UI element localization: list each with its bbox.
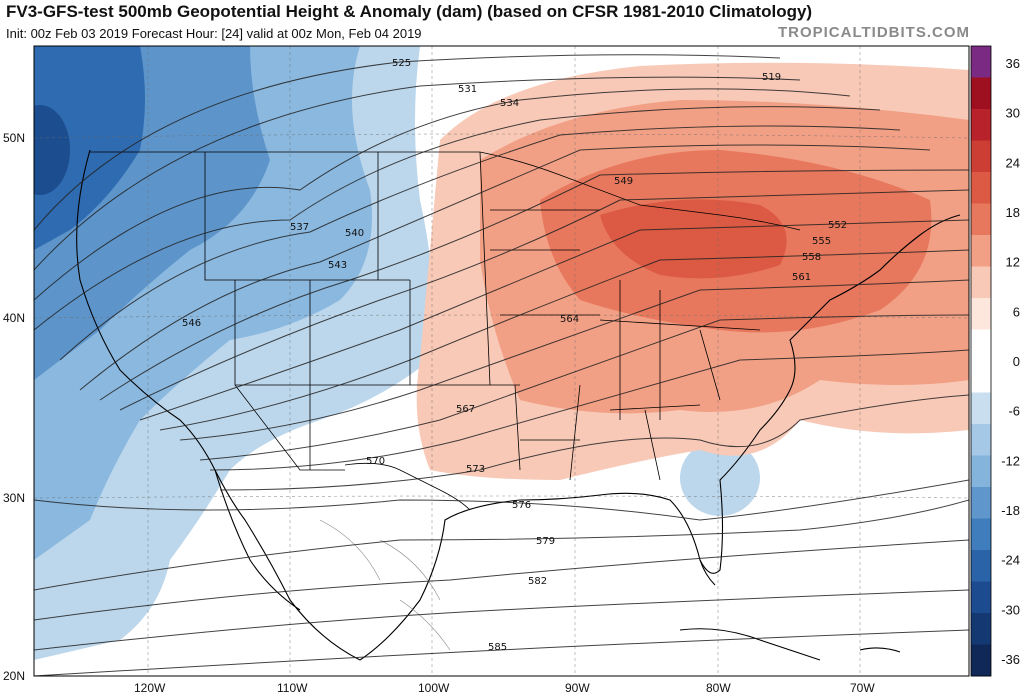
contour-label: 564: [560, 314, 579, 325]
colorbar-swatch: [971, 392, 991, 425]
colorbar-label: -30: [1001, 602, 1020, 617]
contour-label: 552: [828, 220, 847, 231]
colorbar-swatch: [971, 581, 991, 614]
contour-label: 546: [182, 318, 201, 329]
colorbar-frame: [970, 45, 992, 677]
colorbar-labels: 36 30 24 18 12 6 0 -6 -12 -18 -24 -30 -36: [1001, 56, 1020, 667]
height-contours: [34, 54, 969, 676]
longitude-labels: 120W 110W 100W 90W 80W 70W: [134, 681, 875, 695]
colorbar-swatch: [971, 455, 991, 488]
lon-label: 80W: [706, 681, 731, 695]
contour-label: 561: [792, 272, 811, 283]
colorbar-label: 36: [1006, 56, 1020, 71]
contour-label: 558: [802, 252, 821, 263]
colorbar-label: 12: [1006, 255, 1020, 270]
contour-label: 549: [614, 176, 633, 187]
colorbar-swatch: [971, 203, 991, 236]
colorbar-label: 24: [1006, 155, 1020, 170]
lon-label: 70W: [850, 681, 875, 695]
contour-label: 585: [488, 642, 507, 653]
colorbar-swatch: [971, 46, 991, 78]
colorbar-swatch: [971, 361, 991, 393]
colorbar-label: -18: [1001, 503, 1020, 518]
colorbar-swatch: [971, 298, 991, 330]
contour-label: 555: [812, 236, 831, 247]
lon-label: 100W: [418, 681, 450, 695]
colorbar-swatch: [971, 77, 991, 110]
map-subtitle: Init: 00z Feb 03 2019 Forecast Hour: [24…: [6, 26, 422, 41]
colorbar-label: -12: [1001, 453, 1020, 468]
lat-label: 40N: [3, 311, 25, 325]
state-borders: [90, 151, 801, 511]
colorbar-swatch: [971, 109, 991, 141]
contour-label: 582: [528, 576, 547, 587]
positive-anomaly-core: [600, 199, 787, 279]
contour-label: 537: [290, 222, 309, 233]
colorbar-swatch: [971, 266, 991, 299]
contour-label: 534: [500, 98, 519, 109]
lon-label: 90W: [565, 681, 590, 695]
contour-label: 531: [458, 84, 477, 95]
negative-anomaly-core: [34, 46, 145, 250]
colorbar-label: 30: [1006, 106, 1020, 121]
contour-label: 570: [366, 456, 385, 467]
colorbar-label: 18: [1006, 205, 1020, 220]
colorbar-swatch: [971, 550, 991, 582]
negative-anomaly-center: [34, 105, 70, 195]
colorbar-swatch: [971, 329, 991, 362]
lat-label: 30N: [3, 491, 25, 505]
colorbar-swatch: [971, 613, 991, 645]
contour-label: 543: [328, 260, 347, 271]
colorbar-swatch: [971, 424, 991, 456]
colorbar-label: -24: [1001, 553, 1020, 568]
map-frame: [33, 45, 970, 677]
coastlines: [76, 149, 961, 661]
contour-label: 519: [762, 72, 781, 83]
lon-label: 110W: [277, 681, 308, 695]
contour-label: 525: [392, 58, 411, 69]
colorbar-swatch: [971, 235, 991, 267]
colorbar-swatch: [971, 644, 991, 677]
graticule: [34, 46, 969, 676]
brand-watermark: TROPICALTIDBITS.COM: [777, 24, 970, 41]
colorbar-swatch: [971, 487, 991, 519]
colorbar-label: 0: [1013, 354, 1020, 369]
contour-label: 540: [345, 228, 364, 239]
colorbar-label: -6: [1008, 404, 1020, 419]
colorbar-label: -36: [1001, 652, 1020, 667]
colorbar-swatch: [971, 172, 991, 204]
colorbar-label: 6: [1013, 304, 1020, 319]
colorbar-swatch: [971, 518, 991, 551]
contour-label: 573: [466, 464, 485, 475]
lat-label: 50N: [3, 131, 25, 145]
contour-label: 579: [536, 536, 555, 547]
lat-label: 20N: [3, 669, 25, 683]
anomaly-colorbar: [970, 45, 992, 677]
lon-label: 120W: [134, 681, 166, 695]
southeast-negative-anomaly: [680, 440, 760, 516]
latitude-labels: 50N 40N 30N 20N: [3, 131, 25, 683]
map-title: FV3-GFS-test 500mb Geopotential Height &…: [6, 2, 813, 21]
contour-label: 567: [456, 404, 475, 415]
colorbar-swatch: [971, 140, 991, 173]
contour-labels: 525 531 534 537 540 543 546 549 519 552 …: [182, 58, 847, 653]
contour-label: 576: [512, 500, 531, 511]
